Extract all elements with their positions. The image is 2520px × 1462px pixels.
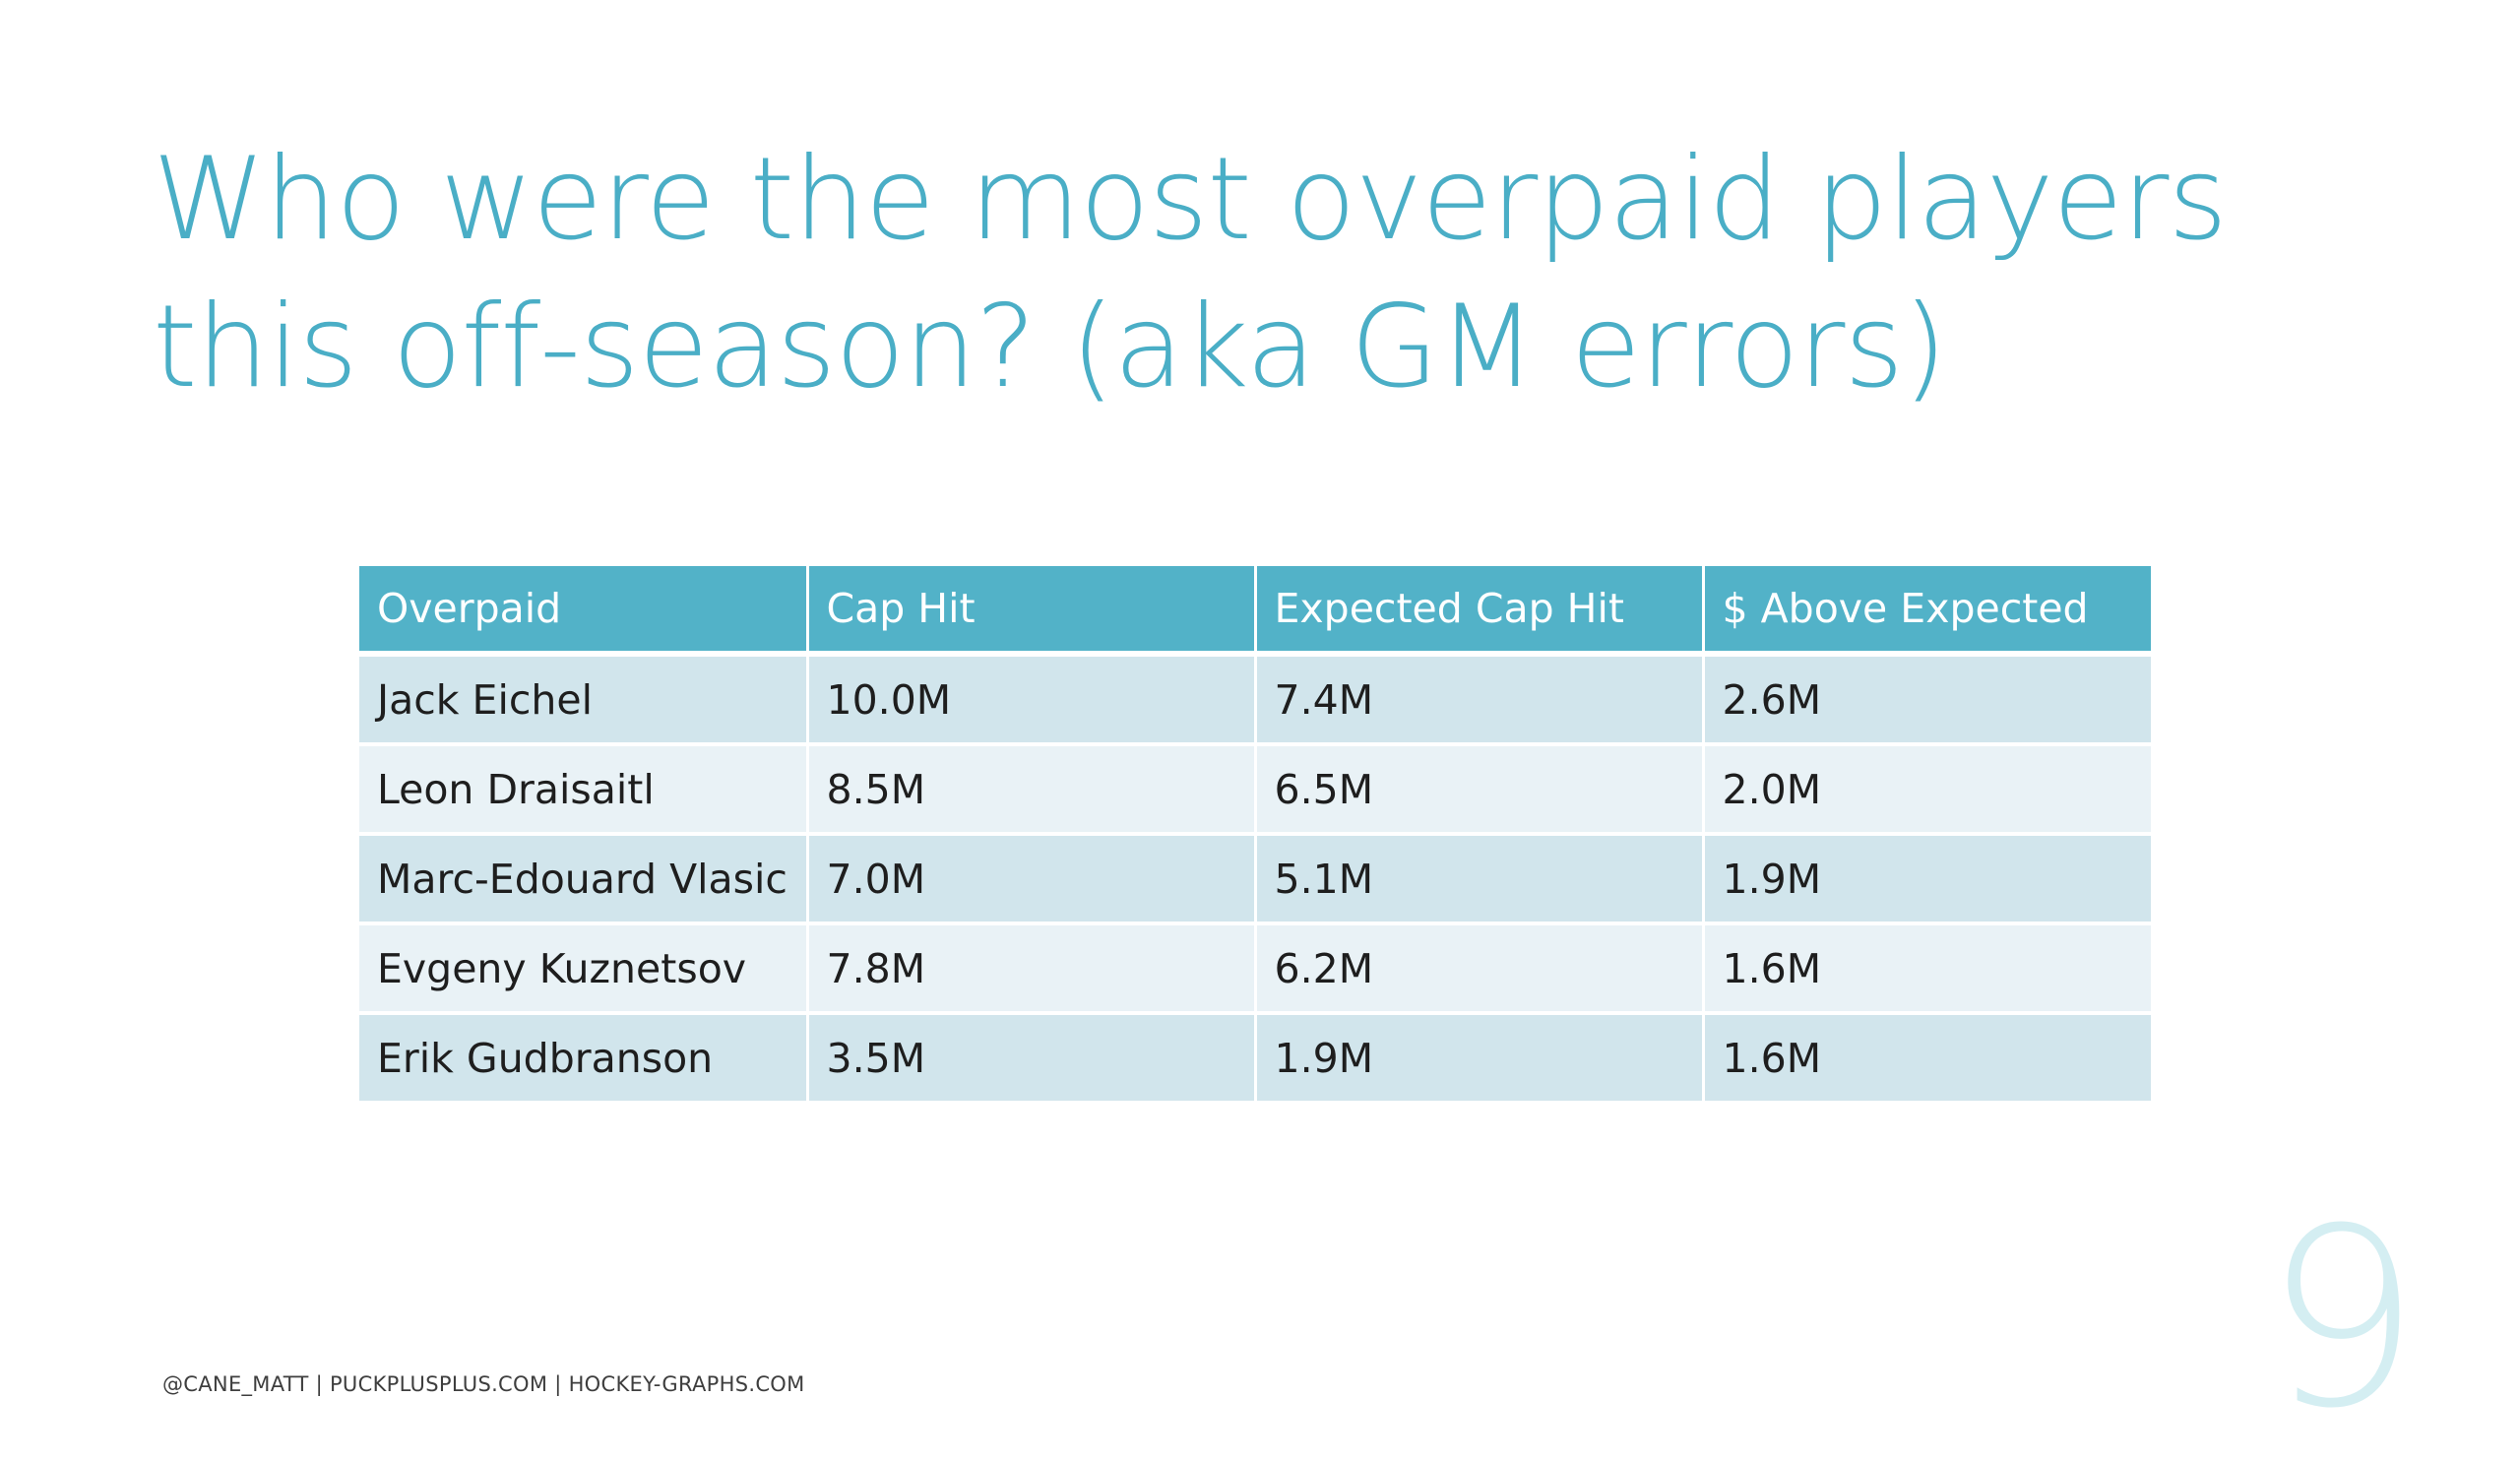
above-expected-cell: 2.0M [1703, 744, 2151, 836]
slide-title-line-1: Who were the most overpaid players [153, 133, 2228, 266]
overpaid-players-table: Overpaid Cap Hit Expected Cap Hit $ Abov… [359, 566, 2151, 1101]
cap-hit-cell: 7.8M [807, 923, 1257, 1015]
above-expected-cell: 1.9M [1703, 834, 2151, 925]
column-header-expected-cap-hit: Expected Cap Hit [1255, 566, 1705, 657]
table-row: Jack Eichel 10.0M 7.4M 2.6M [359, 654, 2151, 746]
table-row: Leon Draisaitl 8.5M 6.5M 2.0M [359, 744, 2151, 836]
cap-hit-cell: 8.5M [807, 744, 1257, 836]
table-row: Erik Gudbranson 3.5M 1.9M 1.6M [359, 1013, 2151, 1101]
overpaid-table-container: Overpaid Cap Hit Expected Cap Hit $ Abov… [359, 566, 2151, 1101]
above-expected-cell: 1.6M [1703, 1013, 2151, 1101]
cap-hit-cell: 10.0M [807, 654, 1257, 746]
slide-page-number: 9 [2264, 1176, 2422, 1462]
column-header-cap-hit: Cap Hit [807, 566, 1257, 657]
slide-title: Who were the most overpaid players this … [153, 126, 2269, 421]
slide-title-line-2: this off-season? (aka GM errors) [153, 281, 1947, 413]
expected-cap-hit-cell: 7.4M [1255, 654, 1705, 746]
above-expected-cell: 1.6M [1703, 923, 2151, 1015]
player-name-cell: Marc-Edouard Vlasic [359, 834, 809, 925]
player-name-cell: Leon Draisaitl [359, 744, 809, 836]
expected-cap-hit-cell: 1.9M [1255, 1013, 1705, 1101]
expected-cap-hit-cell: 6.2M [1255, 923, 1705, 1015]
player-name-cell: Jack Eichel [359, 654, 809, 746]
cap-hit-cell: 7.0M [807, 834, 1257, 925]
player-name-cell: Erik Gudbranson [359, 1013, 809, 1101]
expected-cap-hit-cell: 5.1M [1255, 834, 1705, 925]
table-header-row: Overpaid Cap Hit Expected Cap Hit $ Abov… [359, 566, 2151, 657]
column-header-above-expected: $ Above Expected [1703, 566, 2151, 657]
table-row: Evgeny Kuznetsov 7.8M 6.2M 1.6M [359, 923, 2151, 1015]
above-expected-cell: 2.6M [1703, 654, 2151, 746]
table-row: Marc-Edouard Vlasic 7.0M 5.1M 1.9M [359, 834, 2151, 925]
expected-cap-hit-cell: 6.5M [1255, 744, 1705, 836]
column-header-overpaid: Overpaid [359, 566, 809, 657]
player-name-cell: Evgeny Kuznetsov [359, 923, 809, 1015]
cap-hit-cell: 3.5M [807, 1013, 1257, 1101]
slide: Who were the most overpaid players this … [153, 126, 2422, 1442]
slide-footer-credits: @CANE_MATT | PUCKPLUSPLUS.COM | HOCKEY-G… [162, 1372, 805, 1396]
